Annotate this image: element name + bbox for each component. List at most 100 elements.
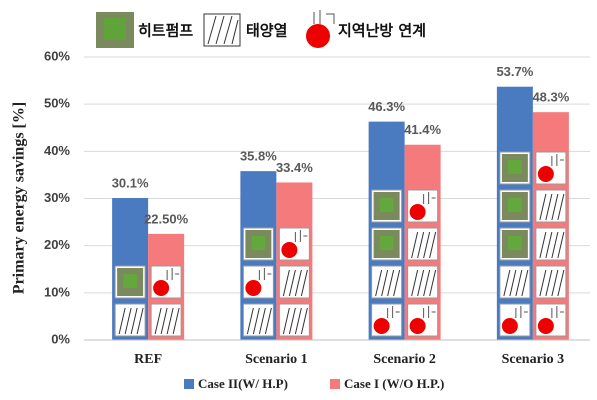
y-tick-label: 0% <box>51 331 70 346</box>
icon-solar-line <box>294 269 302 297</box>
icon-solar-line <box>264 307 272 335</box>
icon-solar-line <box>258 307 266 335</box>
icon-solar-line <box>124 307 132 335</box>
icon-solar-line <box>154 307 162 335</box>
y-tick-label: 10% <box>44 284 70 299</box>
y-tick-label: 60% <box>44 48 70 63</box>
icon-solar-line <box>503 269 511 297</box>
icon-dh <box>409 204 426 220</box>
value-label: 46.3% <box>368 99 405 114</box>
bar-icon <box>278 265 310 299</box>
icon-solar-line <box>381 269 389 297</box>
y-tick-label: 50% <box>44 96 70 111</box>
icon-solar-line <box>545 193 553 221</box>
bar-icon <box>150 265 182 299</box>
icon-solar-line <box>252 307 260 335</box>
bar-icon <box>499 151 531 185</box>
icon-solar-line <box>557 231 565 259</box>
y-tick-label: 20% <box>44 237 70 252</box>
icon-solar-line <box>551 269 559 297</box>
bar-icon <box>499 189 531 223</box>
icon-solar-line <box>300 269 308 297</box>
icon-dh-plant <box>551 306 564 318</box>
value-label: 30.1% <box>112 175 149 190</box>
bar-icon <box>535 265 567 299</box>
icon-dh-plant <box>387 306 400 318</box>
icon-solar-line <box>557 269 565 297</box>
bar-icon <box>371 189 403 223</box>
icon-solar-line <box>130 307 138 335</box>
icon-solar-line <box>539 193 547 221</box>
bar-icon <box>371 227 403 261</box>
icon-dh <box>373 318 390 334</box>
icon-hp-core <box>507 236 522 250</box>
dh-icon-plant <box>313 10 335 24</box>
icon-solar-line <box>393 269 401 297</box>
bar-icon <box>499 265 531 299</box>
x-tick-label: Scenario 2 <box>373 352 436 367</box>
icon-dh-plant <box>515 306 528 318</box>
icon-solar-line <box>509 269 517 297</box>
bar-icon <box>242 265 274 299</box>
bar-icon <box>407 227 439 261</box>
bar-icon <box>407 189 439 223</box>
icon-hp-core <box>507 160 522 174</box>
icon-dh-plant <box>294 230 308 242</box>
icon-solar-line <box>545 269 553 297</box>
value-label: 35.8% <box>240 149 277 164</box>
value-label: 48.3% <box>532 90 569 105</box>
bar-icon <box>535 189 567 223</box>
icon-solar-line <box>375 269 383 297</box>
icon-solar-line <box>515 269 523 297</box>
icon-solar-line <box>429 269 437 297</box>
legend-heat-pump: 히트펌프 <box>138 22 193 40</box>
heat-pump-icon-detail <box>104 18 126 40</box>
value-label: 53.7% <box>496 64 533 79</box>
bar-icon <box>407 265 439 299</box>
bar-icon <box>371 303 403 337</box>
icon-dh-plant <box>258 268 272 280</box>
legend-dh: 지역난방 연계 <box>338 22 426 40</box>
icon-solar-line <box>300 307 308 335</box>
icon-dh <box>537 166 554 182</box>
icon-hp-core <box>379 198 394 212</box>
bar-icon <box>150 303 182 337</box>
icon-solar-line <box>288 307 296 335</box>
icon-solar-line <box>288 269 296 297</box>
icon-solar-line <box>429 231 437 259</box>
solar-icon <box>203 13 241 47</box>
bar-icon <box>278 227 310 261</box>
x-tick-label: REF <box>134 352 162 367</box>
icon-dh-plant <box>423 306 436 318</box>
bar-icon <box>114 265 146 299</box>
bar-icon <box>535 227 567 261</box>
icon-solar-line <box>539 231 547 259</box>
y-tick-label: 30% <box>44 190 70 205</box>
icon-solar-line <box>136 307 144 335</box>
bar-icon <box>371 265 403 299</box>
icon-dh <box>501 318 518 334</box>
bar-icon <box>114 303 146 337</box>
icon-solar-line <box>423 231 431 259</box>
icon-solar-line <box>246 307 254 335</box>
icon-solar-line <box>166 307 174 335</box>
bar-icon <box>407 303 439 337</box>
y-axis-label: Primary energy savings [%] <box>11 102 28 294</box>
icon-solar-line <box>539 269 547 297</box>
icon-dh <box>281 242 298 258</box>
legend-label: Case I (W/O H.P.) <box>344 376 444 391</box>
icon-dh-plant <box>551 154 564 166</box>
icon-hp-core <box>507 198 522 212</box>
bar-icon <box>535 151 567 185</box>
icon-solar-line <box>282 269 290 297</box>
legend-label: Case II(W/ H.P) <box>198 376 288 391</box>
bar-icon <box>535 303 567 337</box>
icon-solar-line <box>282 307 290 335</box>
top-legend: 히트펌프 태양열 지역난방 연계 <box>96 10 426 48</box>
icon-dh <box>153 280 170 296</box>
icon-dh <box>245 280 262 296</box>
y-tick-label: 40% <box>44 143 70 158</box>
icon-solar-line <box>294 307 302 335</box>
icon-hp-core <box>123 274 138 288</box>
